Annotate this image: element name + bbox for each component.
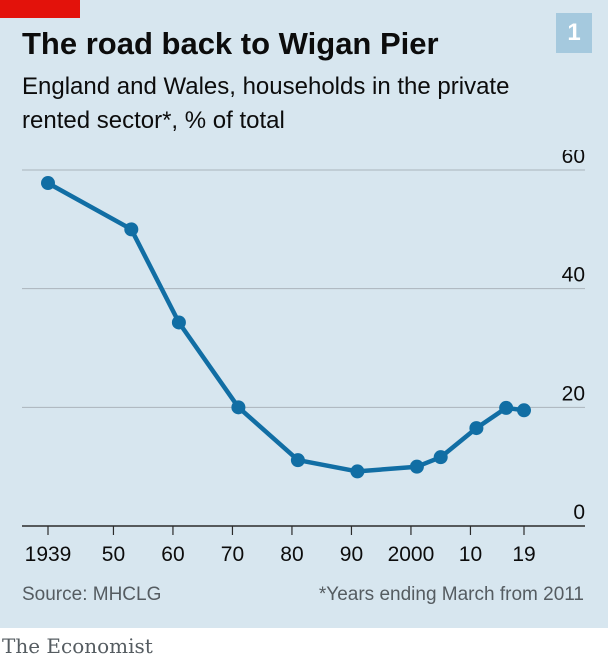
chart-subtitle: England and Wales, households in the pri… [22,73,510,134]
data-point [231,400,246,415]
data-point [350,464,365,479]
data-point [41,176,55,191]
chart-panel [0,0,608,628]
data-point [409,459,424,474]
data-point [124,222,139,237]
x-tick-label: 2000 [388,543,435,566]
x-tick-label: 80 [280,543,303,566]
y-tick-label: 40 [562,264,585,287]
x-tick-label: 90 [340,543,363,566]
line-chart: 0 20 40 60 1939 50 60 70 80 90 2000 10 19 [22,150,585,566]
chart-title: The road back to Wigan Pier [22,26,439,61]
x-tick-label: 70 [221,543,244,566]
data-point [469,421,484,436]
y-tick-label: 20 [562,382,585,405]
x-tick-label: 19 [512,543,535,566]
series-line [45,180,527,474]
y-tick-label: 60 [562,150,585,168]
economist-logo: The Economist [2,634,153,658]
chart-number-badge: 1 [556,13,592,53]
footnote: *Years ending March from 2011 [318,584,584,605]
data-point [290,453,305,468]
y-tick-label: 0 [573,501,585,524]
data-point [517,403,531,418]
x-tick-label: 60 [161,543,184,566]
data-point [171,315,186,330]
brand-red-tag [0,0,80,18]
x-tick-label: 50 [102,543,125,566]
source-note: Source: MHCLG [22,584,162,605]
data-point [499,400,514,415]
x-tick-label: 1939 [25,543,72,566]
x-tick-label: 10 [459,543,482,566]
data-point [433,450,448,465]
